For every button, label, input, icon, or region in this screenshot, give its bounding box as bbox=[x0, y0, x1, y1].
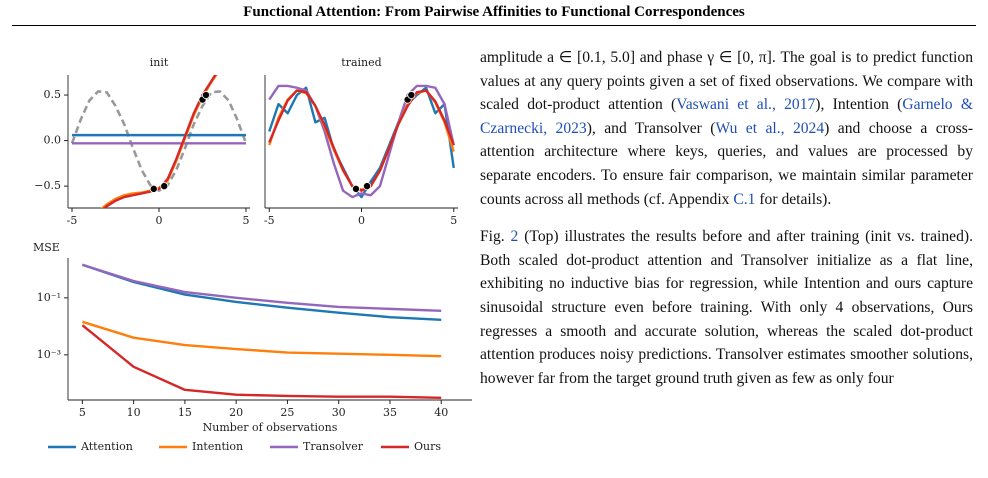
x-tick-label: 5 bbox=[79, 406, 86, 419]
y-axis-label: MSE bbox=[33, 241, 60, 254]
text-run: ) and choose a cross-attention architect… bbox=[480, 119, 974, 208]
y-tick-label: 0.0 bbox=[44, 134, 62, 147]
citation-link[interactable]: 2 bbox=[510, 228, 519, 246]
text-run: (Top) illustrates the results before and… bbox=[480, 228, 973, 387]
citation-link[interactable]: C.1 bbox=[733, 190, 756, 208]
y-tick-label: 0.5 bbox=[44, 88, 62, 101]
paragraph: Fig. 2 (Top) illustrates the results bef… bbox=[480, 225, 973, 390]
x-tick-label: 15 bbox=[178, 406, 192, 419]
chart-title: trained bbox=[341, 56, 381, 69]
series-line bbox=[81, 263, 442, 313]
citation-link[interactable]: Vaswani et al., 2017 bbox=[676, 96, 816, 114]
x-tick-label: 0 bbox=[358, 214, 365, 227]
series-line bbox=[81, 324, 442, 400]
citation-link[interactable]: Garnelo & Czarnecki, 2023 bbox=[480, 96, 973, 137]
text-run: amplitude a ∈ [0.1, 5.0] and phase γ ∈ [… bbox=[480, 49, 973, 114]
observation-point bbox=[201, 91, 210, 100]
x-tick-label: 25 bbox=[280, 406, 294, 419]
text-run: Fig. bbox=[480, 228, 511, 246]
text-run: for details). bbox=[755, 190, 832, 208]
x-axis-label: Number of observations bbox=[203, 421, 338, 434]
observation-point bbox=[407, 91, 416, 100]
x-tick-label: 35 bbox=[383, 406, 397, 419]
y-tick-label: 10⁻³ bbox=[37, 348, 61, 361]
x-tick-label: 40 bbox=[434, 406, 448, 419]
x-tick-label: 30 bbox=[332, 406, 346, 419]
series-line bbox=[81, 263, 442, 321]
paragraph: amplitude a ∈ [0.1, 5.0] and phase γ ∈ [… bbox=[480, 46, 973, 211]
series-line bbox=[268, 84, 455, 199]
text-run: ), Intention ( bbox=[815, 96, 903, 114]
y-tick-label: 10⁻¹ bbox=[37, 291, 61, 304]
x-tick-label: 10 bbox=[127, 406, 141, 419]
legend-label: Attention bbox=[80, 440, 133, 453]
citation-link[interactable]: Wu et al., 2024 bbox=[715, 119, 825, 137]
observation-point bbox=[351, 184, 360, 193]
y-tick-label: −0.5 bbox=[34, 179, 61, 192]
x-tick-label: 20 bbox=[229, 406, 243, 419]
legend-label: Ours bbox=[414, 440, 441, 453]
paper-header: Functional Attention: From Pairwise Affi… bbox=[243, 4, 745, 20]
x-tick-label: 5 bbox=[450, 214, 457, 227]
observation-point bbox=[149, 184, 158, 193]
paper-body: amplitude a ∈ [0.1, 5.0] and phase γ ∈ [… bbox=[480, 46, 973, 404]
legend-label: Intention bbox=[192, 440, 243, 453]
series-line bbox=[268, 89, 455, 191]
observation-point bbox=[363, 182, 372, 191]
series-line bbox=[268, 89, 455, 192]
series-line bbox=[82, 320, 442, 358]
legend-label: Transolver bbox=[303, 440, 364, 453]
chart-title: init bbox=[150, 56, 169, 69]
header-rule bbox=[12, 25, 976, 26]
x-tick-label: -5 bbox=[67, 214, 78, 227]
text-run: ), and Transolver ( bbox=[586, 119, 716, 137]
series-line bbox=[70, 90, 248, 192]
series-line bbox=[268, 86, 455, 199]
x-tick-label: 0 bbox=[156, 214, 163, 227]
x-tick-label: -5 bbox=[264, 214, 275, 227]
x-tick-label: 5 bbox=[242, 214, 249, 227]
observation-point bbox=[160, 182, 169, 191]
